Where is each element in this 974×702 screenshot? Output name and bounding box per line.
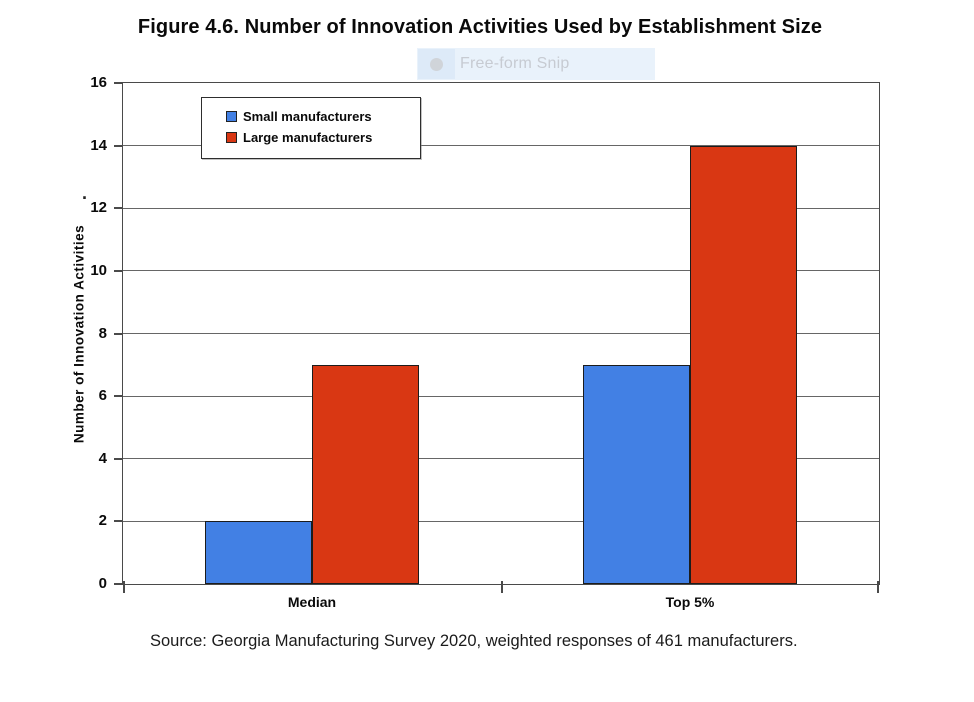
x-axis-tick-right [877,581,879,593]
y-axis-tick-label-14: 14 [90,136,107,154]
legend-item-small-manufacturers: Small manufacturers [226,109,410,124]
plot-area: Small manufacturers Large manufacturers … [90,74,880,610]
bar-large-manufacturers-top-5 [690,145,797,584]
y-axis-tick-12 [114,207,123,210]
gridline-4 [123,458,879,460]
y-axis-tick-label-16: 16 [90,74,107,91]
bar-large-manufacturers-median [312,364,419,584]
legend-label-small-manufacturers: Small manufacturers [243,109,372,124]
legend-item-large-manufacturers: Large manufacturers [226,130,410,145]
x-axis-category-label-median: Median [287,594,337,610]
free-form-snip-icon-highlight [418,49,455,79]
source-note: Source: Georgia Manufacturing Survey 202… [150,632,798,650]
free-form-snip-circle-icon [430,57,443,71]
gridline-10 [123,270,879,272]
y-axis-tick-2 [114,520,123,523]
gridline-8 [123,333,879,334]
legend-swatch-small-manufacturers [226,111,237,122]
y-axis-tick-8 [114,332,123,335]
y-axis-tick-4 [114,457,123,460]
bar-small-manufacturers-top-5 [583,364,690,584]
y-axis-tick-6 [114,395,123,398]
y-axis-stray-period: . [82,183,88,203]
y-axis-tick-label-12: 12 [90,199,107,217]
figure-title: Figure 4.6. Number of Innovation Activit… [137,16,823,38]
y-axis-tick-0 [114,583,123,585]
bar-small-manufacturers-median [205,521,312,584]
y-axis-tick-label-6: 6 [98,387,107,405]
gridline-14 [123,145,879,147]
y-axis-tick-label-4: 4 [98,449,107,467]
snip-menu-label: Free-form Snip [460,55,570,72]
y-axis-tick-label-8: 8 [98,324,107,342]
y-axis-tick-10 [114,269,123,272]
x-axis-category-label-top-5: Top 5% [665,594,715,610]
x-axis-tick-1 [500,581,503,593]
snip-tool-menu-item-free-form-snip[interactable]: Free-form Snip [417,48,655,80]
legend-label-large-manufacturers: Large manufacturers [243,130,373,145]
y-axis-tick-14 [114,144,123,147]
y-axis-tick-label-0: 0 [98,575,107,592]
gridline-2 [123,520,879,522]
y-axis-tick-label-10: 10 [90,261,107,279]
gridline-6 [123,395,879,397]
y-axis-tick-label-2: 2 [98,512,107,530]
gridline-12 [123,207,879,209]
y-axis-tick-16 [114,82,123,84]
legend: Small manufacturers Large manufacturers [201,97,421,159]
legend-swatch-large-manufacturers [226,132,237,143]
x-axis-tick-0 [122,581,125,593]
